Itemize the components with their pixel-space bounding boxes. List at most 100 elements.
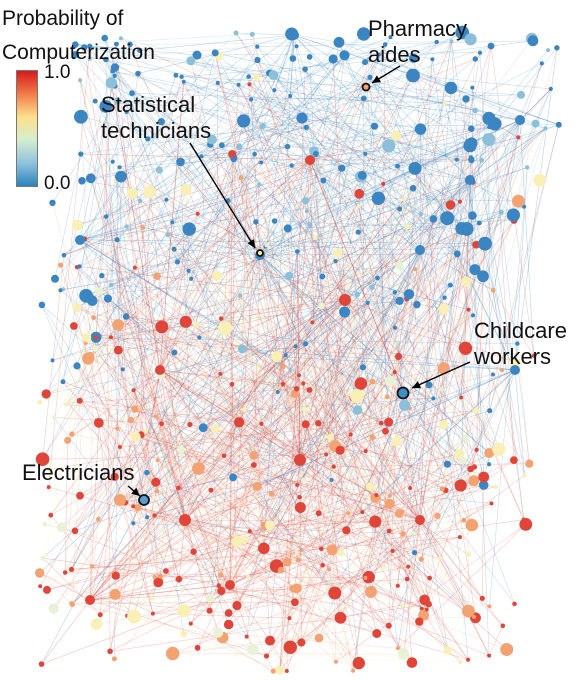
network-edge [264,251,298,526]
occupation-node [90,564,95,569]
network-edge [334,445,393,552]
occupation-node [476,220,482,226]
network-edge [80,116,292,166]
occupation-node [466,307,471,312]
network-edge [39,572,91,601]
network-edge [178,519,186,580]
network-edge [300,179,471,508]
occupation-node [72,41,79,48]
network-edge [115,222,480,576]
network-edge [42,119,521,559]
network-edge [288,44,386,276]
occupation-node [176,157,185,167]
network-edge [441,389,461,486]
network-edge [321,441,398,550]
network-edge [293,588,360,664]
network-edge [314,237,411,489]
occupation-node [97,612,103,618]
network-edge [119,98,364,501]
network-edge [365,153,421,251]
occupation-node [320,563,326,568]
occupation-node [404,223,410,229]
network-edge [42,222,173,460]
occupation-node [250,462,257,468]
occupation-node [69,601,74,606]
network-edge [63,214,514,290]
network-edge [257,59,473,216]
network-edge [95,337,157,483]
network-edge [79,239,486,244]
network-edge [137,507,322,550]
occupation-node [198,423,208,433]
occupation-node [64,436,72,444]
pharmacy-aides-label: Pharmacy aides [368,16,468,67]
network-edge [330,421,389,438]
network-edge [75,44,270,74]
network-edge [331,294,358,550]
occupation-node [215,80,220,85]
network-edge [269,72,422,215]
network-edge [323,180,421,251]
network-edge [276,214,514,357]
network-edge [224,327,400,514]
network-edge [285,354,427,610]
occupation-node [140,225,146,230]
occupation-node [110,68,116,74]
network-edge [142,227,261,256]
network-edge [312,118,490,323]
network-edge [291,33,360,664]
network-edge [93,119,521,318]
network-edge [49,182,474,470]
network-edge [142,227,451,286]
network-edge [397,59,433,586]
network-edge [159,169,299,561]
occupation-node [103,294,112,303]
network-edge [356,315,474,397]
network-edge [484,123,536,242]
network-edge [488,139,515,221]
occupation-node [295,557,301,563]
occupation-node [455,222,469,235]
network-edge [318,299,346,514]
network-edge [214,52,346,301]
network-edge [470,370,503,470]
network-edge [190,183,384,624]
occupation-node [431,396,436,401]
network-edge [158,244,477,583]
network-edge [227,146,240,201]
network-edge [412,75,551,90]
network-edge [184,519,297,589]
occupation-node [468,125,475,132]
network-edge [65,572,221,576]
network-edge [188,55,345,230]
network-edge [120,38,304,481]
network-edge [244,110,476,410]
network-edge [337,252,516,363]
network-edge [473,45,492,183]
occupation-node [176,485,181,491]
network-edge [337,252,424,616]
network-edge [177,55,345,263]
network-edge [130,419,182,456]
network-edge [220,225,408,319]
occupation-node [277,566,285,574]
network-edge [353,397,434,399]
occupation-node [236,143,243,151]
network-edge [394,327,444,369]
network-edge [372,487,427,610]
occupation-node [213,627,224,638]
network-edge [243,75,414,122]
network-edge [63,159,311,256]
network-edge [380,44,386,424]
network-edge [228,592,333,614]
network-edge [489,206,525,607]
network-edge [154,515,507,650]
occupation-node [155,458,160,463]
occupation-node [237,114,251,128]
occupation-node [369,284,375,290]
network-edge [276,118,490,357]
network-edge [180,299,346,450]
network-edge [119,309,469,501]
occupation-node [477,50,483,55]
network-edge [105,38,122,60]
